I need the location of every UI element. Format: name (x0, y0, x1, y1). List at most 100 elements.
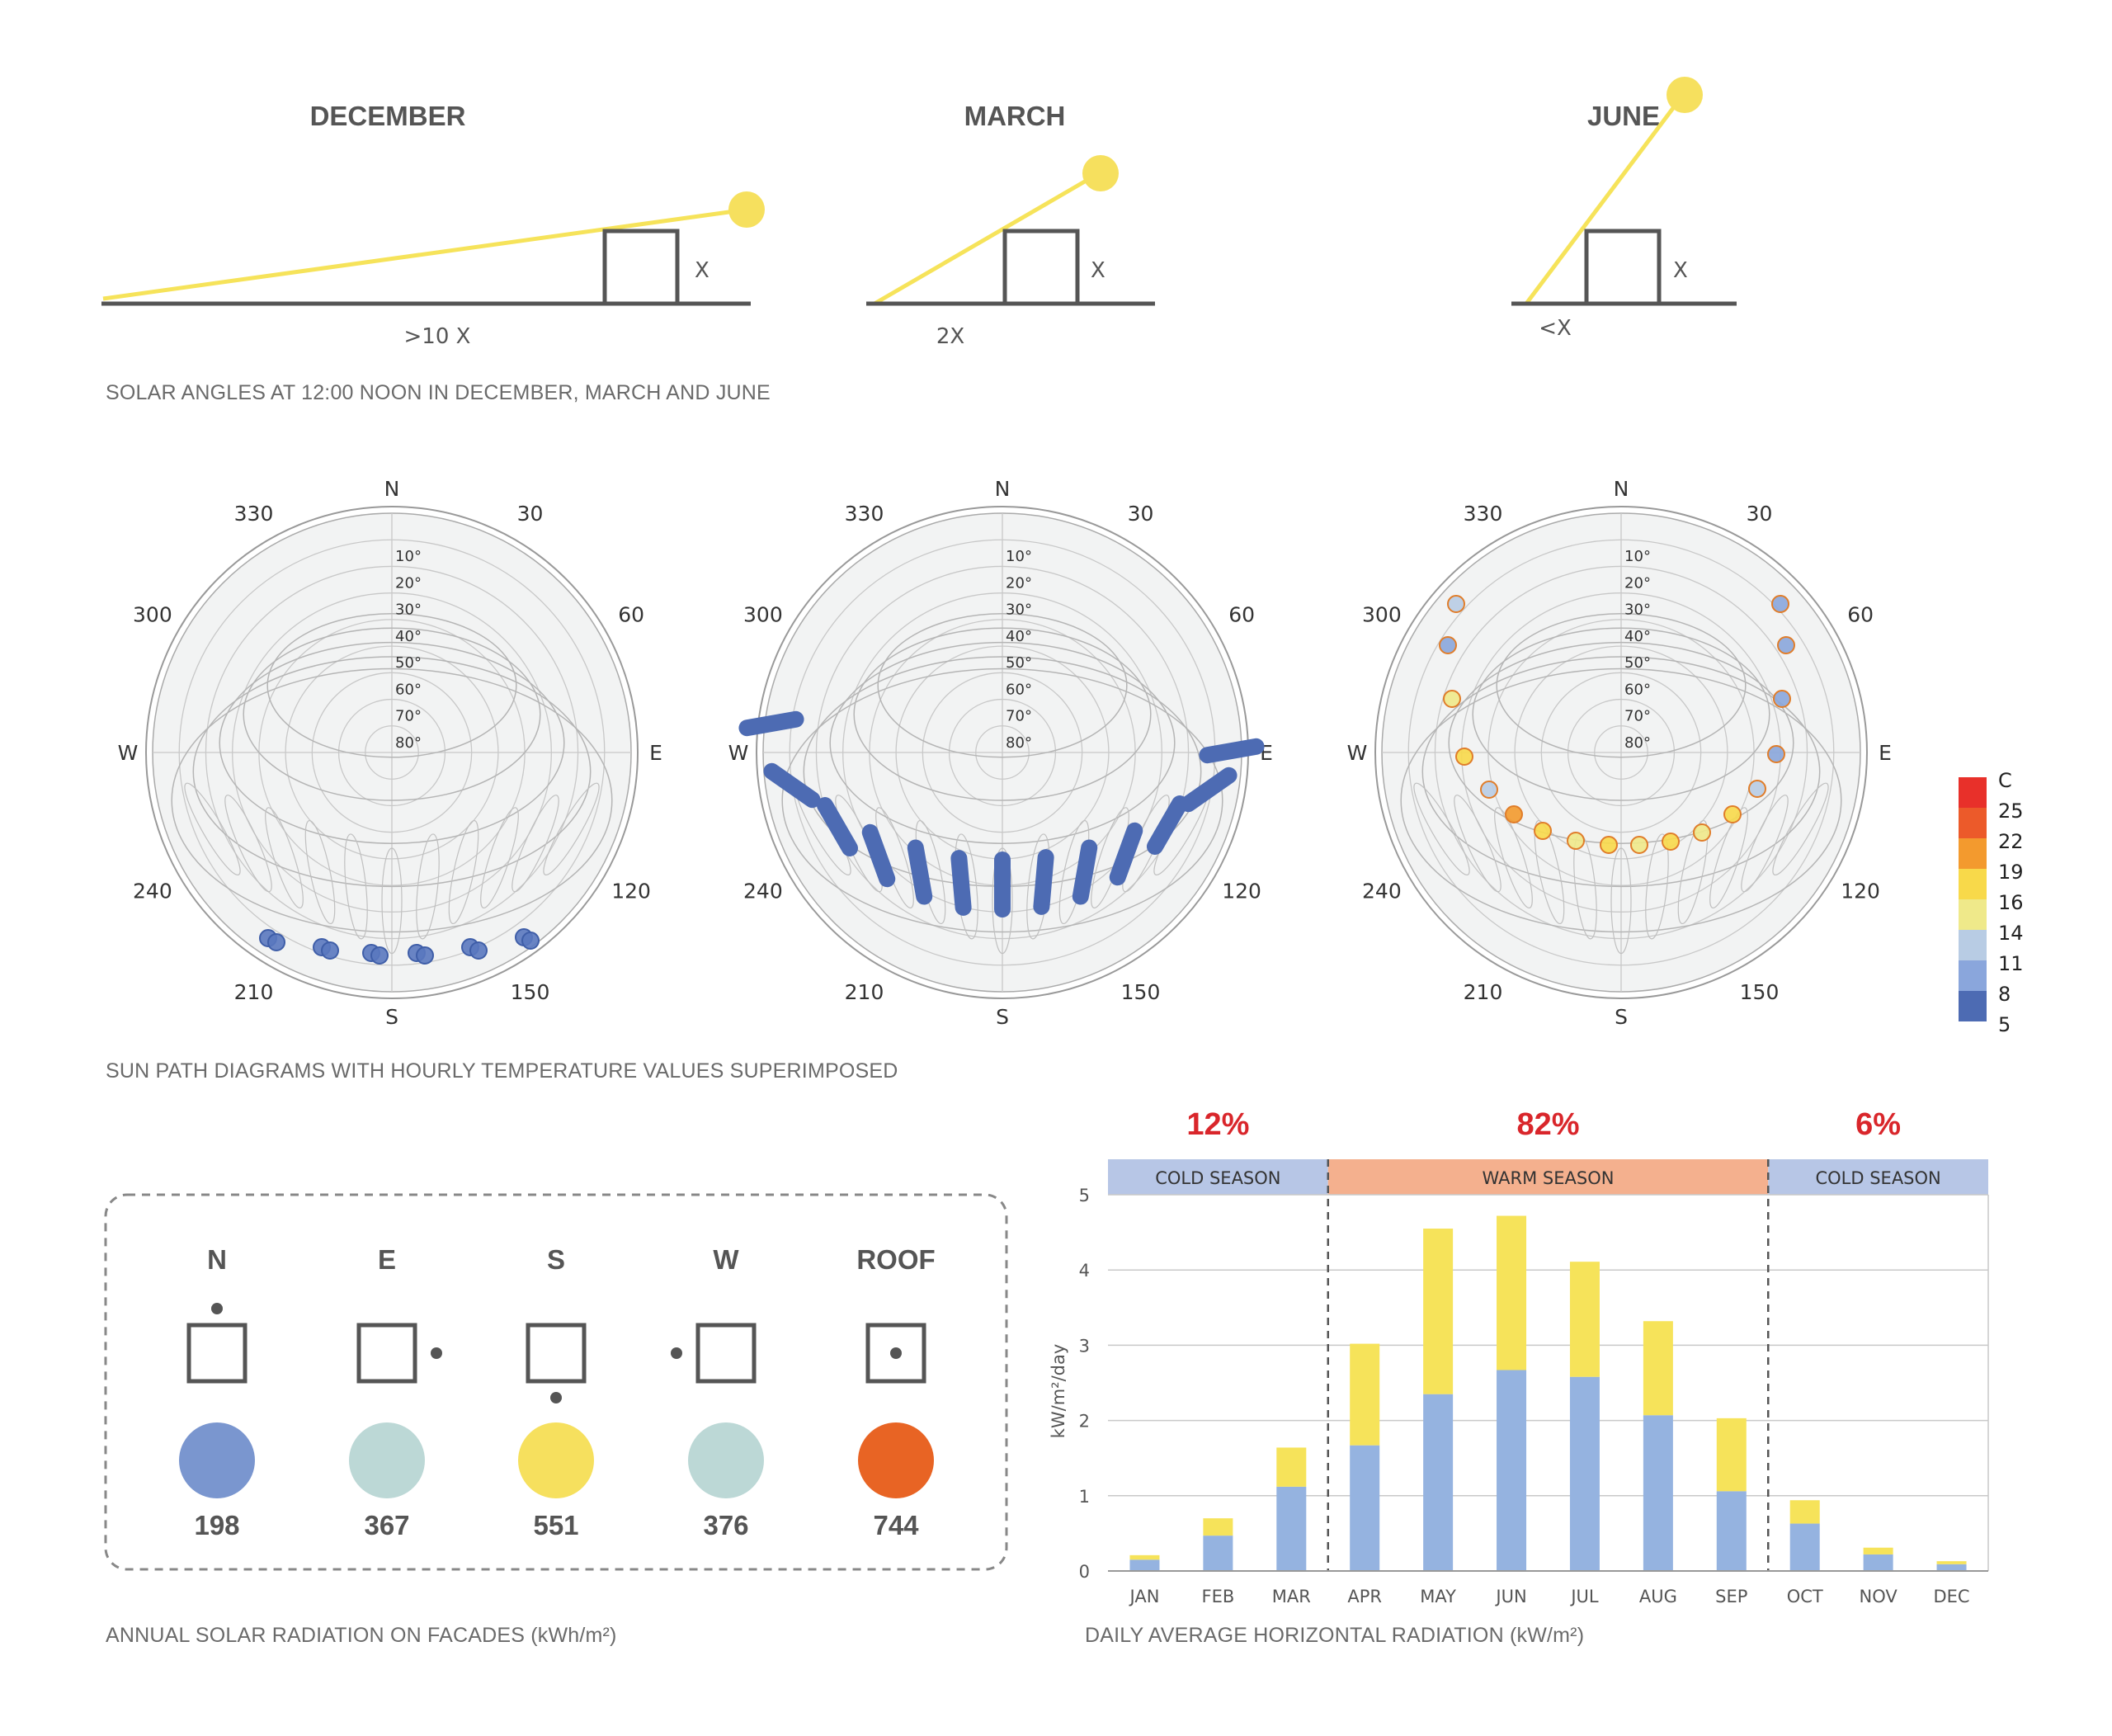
facade-value: 367 (364, 1510, 409, 1540)
legend-label: 19 (1998, 861, 2024, 884)
legend-label: 8 (1998, 983, 2011, 1006)
analemma-loop (304, 819, 336, 925)
y-tick-label: 2 (1079, 1412, 1090, 1432)
legend-swatch (1959, 991, 1987, 1021)
altitude-label: 50° (1624, 654, 1651, 672)
cardinal-w: W (118, 741, 139, 765)
azimuth-label: 240 (1362, 880, 1402, 903)
solar-angles-caption: SOLAR ANGLES AT 12:00 NOON IN DECEMBER, … (106, 381, 771, 404)
legend-swatch (1959, 838, 1987, 869)
azimuth-label: 300 (743, 603, 783, 627)
sun-path-arc (1448, 641, 1794, 844)
altitude-label: 10° (395, 548, 422, 565)
legend-swatch (1959, 960, 1987, 991)
legend-label: 5 (1998, 1013, 2011, 1036)
altitude-label: 50° (1006, 654, 1032, 672)
sun-path-arc (877, 613, 1128, 758)
distance-label: 2X (936, 324, 964, 349)
sun-path-arc (1472, 627, 1770, 801)
temperature-marker (321, 941, 339, 960)
temperature-marker-band (1072, 839, 1098, 905)
facade-roof: ROOF 744 (856, 1244, 935, 1540)
analemma-loop (1645, 833, 1669, 940)
analemma-loop (1709, 807, 1748, 908)
azimuth-label: 150 (1121, 980, 1161, 1004)
radiation-circle (688, 1422, 764, 1498)
temperature-marker-band (763, 762, 821, 809)
bar-direct (1423, 1229, 1454, 1394)
sun-ray (873, 171, 1101, 306)
orientation-dot-icon (550, 1392, 562, 1403)
analemma-loop (1772, 782, 1829, 875)
cardinal-e: E (1879, 741, 1892, 765)
temperature-marker (521, 932, 540, 950)
orientation-dot-icon (431, 1347, 442, 1359)
cardinal-e: E (649, 741, 662, 765)
sun-path-diagrams: N E S W 30 60 120 150 210 240 300 330 10° 20° 30° 40° 50… (118, 477, 1892, 1029)
analemma-loop (480, 807, 519, 908)
azimuth-label: 60 (1228, 603, 1255, 627)
facade-value: 744 (873, 1510, 919, 1540)
azimuth-label: 240 (743, 880, 783, 903)
facade-label: S (547, 1244, 565, 1275)
temperature-marker (1447, 595, 1465, 613)
bar-diffuse (1936, 1564, 1967, 1571)
solar-angle-march: MARCH X 2X (866, 101, 1155, 349)
legend-label: 14 (1998, 922, 2024, 945)
facade-frame (104, 1193, 1008, 1571)
bar-diffuse (1643, 1415, 1673, 1571)
facade-value: 376 (703, 1510, 748, 1540)
bar-direct (1716, 1418, 1747, 1492)
bar-diffuse (1863, 1554, 1893, 1571)
legend-label: C (1998, 769, 2012, 792)
facade-n: N 198 (179, 1244, 255, 1540)
cardinal-n: N (995, 477, 1011, 501)
analemma-loop (1610, 847, 1632, 955)
temperature-legend: C 25 22 19 16 14 11 8 5 (1959, 769, 2024, 1036)
bar-diffuse (1789, 1523, 1820, 1571)
building-box (1002, 229, 1080, 306)
azimuth-label: 300 (133, 603, 172, 627)
cardinal-s: S (996, 1005, 1009, 1029)
bar-direct (1497, 1215, 1527, 1370)
analemma-loop (512, 795, 559, 893)
june-title: JUNE (1587, 101, 1660, 131)
sun-path-arc (171, 668, 613, 933)
sun-icon (1666, 77, 1703, 113)
analemma-loop (992, 847, 1013, 955)
analemma-loop (1454, 795, 1502, 893)
azimuth-label: 30 (1747, 502, 1773, 526)
analemma-loop (381, 847, 403, 955)
bar-direct (1643, 1321, 1673, 1416)
sun-path-arc (266, 613, 517, 758)
analemma-loop (1413, 782, 1470, 875)
temperature-marker (1443, 690, 1461, 708)
analemma-loop (543, 782, 600, 875)
building-box (602, 229, 680, 306)
altitude-label: 20° (395, 574, 422, 592)
azimuth-label: 210 (845, 980, 884, 1004)
bar-diffuse (1129, 1559, 1160, 1571)
analemma-loop (344, 833, 368, 940)
altitude-label: 80° (395, 734, 422, 752)
altitude-label: 80° (1006, 734, 1032, 752)
bar-diffuse (1569, 1376, 1600, 1571)
x-tick-label: JAN (1129, 1587, 1160, 1606)
bar-diffuse (1350, 1445, 1380, 1571)
altitude-label: 10° (1624, 548, 1651, 565)
legend-swatch (1959, 777, 1987, 808)
temperature-marker (1600, 836, 1618, 854)
temperature-marker (469, 941, 488, 960)
altitude-label: 10° (1006, 548, 1032, 565)
season-percent: 12% (1186, 1107, 1249, 1142)
x-tick-label: NOV (1860, 1587, 1898, 1606)
solar-angle-june: JUNE X <X (1511, 77, 1737, 341)
altitude-label: 30° (1624, 601, 1651, 619)
x-tick-label: JUN (1494, 1587, 1526, 1606)
bar-direct (1936, 1561, 1967, 1564)
azimuth-label: 210 (1464, 980, 1503, 1004)
bar-direct (1350, 1343, 1380, 1446)
legend-swatch (1959, 899, 1987, 930)
